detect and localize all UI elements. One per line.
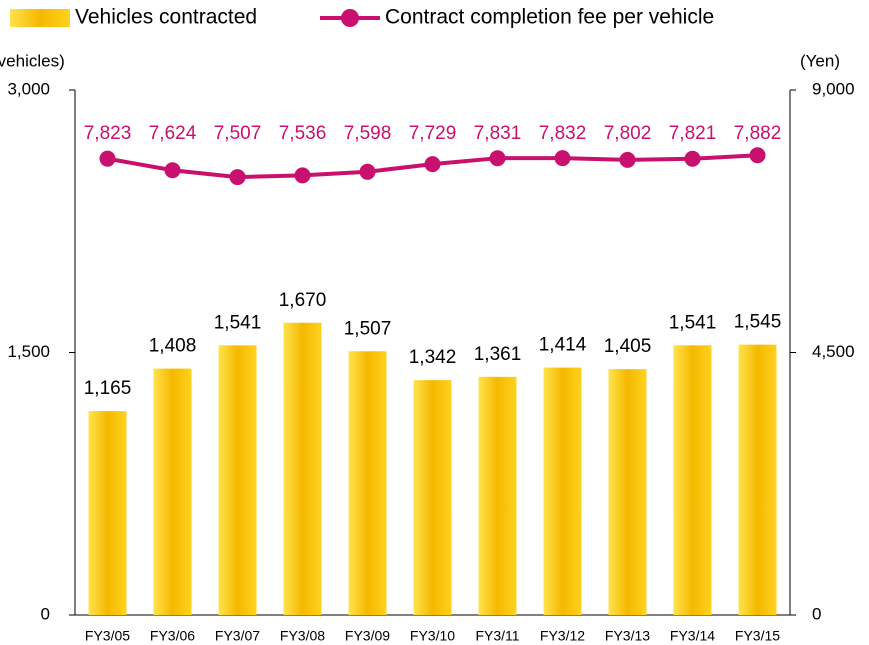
line-marker — [684, 150, 701, 167]
y2-axis-label: (Yen) — [800, 51, 840, 70]
x-tick-label: FY3/09 — [345, 628, 390, 644]
line-label: 7,831 — [474, 123, 522, 144]
bar — [543, 367, 582, 615]
bar — [88, 411, 127, 615]
legend-label: Contract completion fee per vehicle — [385, 6, 714, 29]
line-label: 7,536 — [279, 123, 327, 144]
bar — [153, 368, 192, 615]
x-tick-label: FY3/10 — [410, 628, 455, 644]
bar — [608, 369, 647, 615]
line-marker — [489, 150, 506, 167]
y2-tick-label: 4,500 — [812, 342, 855, 361]
line-marker — [164, 162, 181, 179]
line-label: 7,882 — [734, 123, 782, 144]
legend-swatch — [341, 9, 359, 27]
bar-label: 1,361 — [474, 344, 522, 365]
legend-swatch — [10, 9, 70, 27]
line-marker — [359, 163, 376, 180]
bar — [348, 351, 387, 615]
bar — [478, 376, 517, 615]
x-tick-label: FY3/07 — [215, 628, 260, 644]
y-tick-label: 3,000 — [7, 79, 50, 98]
line-marker — [229, 169, 246, 186]
bar-label: 1,507 — [344, 318, 392, 339]
y-tick-label: 0 — [41, 604, 50, 623]
line-label: 7,598 — [344, 123, 392, 144]
bar-label: 1,405 — [604, 336, 652, 357]
line-label: 7,729 — [409, 123, 457, 144]
legend-label: Vehicles contracted — [75, 6, 257, 29]
bar-label: 1,408 — [149, 336, 197, 357]
x-tick-label: FY3/05 — [85, 628, 130, 644]
bar — [738, 344, 777, 615]
bar-label: 1,541 — [214, 312, 262, 333]
line-marker — [294, 167, 311, 184]
y2-tick-label: 0 — [812, 604, 821, 623]
bar-label: 1,414 — [539, 335, 587, 356]
x-tick-label: FY3/13 — [605, 628, 650, 644]
bar — [283, 322, 322, 615]
bar-label: 1,541 — [669, 312, 717, 333]
x-tick-label: FY3/08 — [280, 628, 325, 644]
line-marker — [99, 150, 116, 167]
line-marker — [424, 156, 441, 173]
x-tick-label: FY3/15 — [735, 628, 780, 644]
line-label: 7,821 — [669, 123, 717, 144]
x-tick-label: FY3/14 — [670, 628, 715, 644]
bar — [218, 345, 257, 615]
bar-label: 1,165 — [84, 378, 132, 399]
x-tick-label: FY3/06 — [150, 628, 195, 644]
line-marker — [554, 150, 571, 167]
line-marker — [749, 147, 766, 164]
line-label: 7,832 — [539, 123, 587, 144]
bar-label: 1,545 — [734, 312, 782, 333]
y2-tick-label: 9,000 — [812, 79, 855, 98]
line-label: 7,624 — [149, 123, 197, 144]
bar — [413, 380, 452, 615]
x-tick-label: FY3/11 — [475, 628, 519, 644]
y-tick-label: 1,500 — [7, 342, 50, 361]
bar-label: 1,670 — [279, 290, 327, 311]
line-label: 7,823 — [84, 123, 132, 144]
line-label: 7,802 — [604, 123, 652, 144]
y-axis-label: (vehicles) — [0, 51, 65, 70]
x-tick-label: FY3/12 — [540, 628, 585, 644]
bar — [673, 345, 712, 615]
bar-label: 1,342 — [409, 347, 457, 368]
line-marker — [619, 151, 636, 168]
line-label: 7,507 — [214, 123, 262, 144]
